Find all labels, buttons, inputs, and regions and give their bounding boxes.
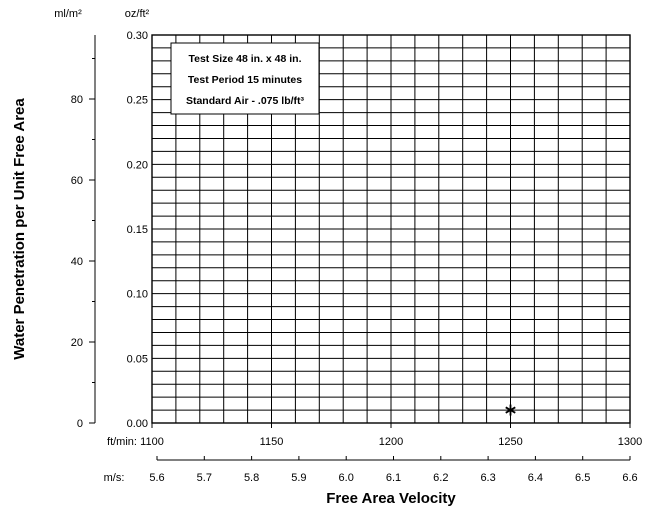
x-tick-label: 1300 <box>618 436 642 448</box>
legend-entry: Test Size 48 in. x 48 in. <box>188 53 301 65</box>
x-secondary-tick-label: 6.3 <box>480 472 495 484</box>
y-tick-label: 0.15 <box>127 224 148 236</box>
y-tick-label: 0.25 <box>127 95 148 107</box>
x-secondary-tick-label: 5.7 <box>197 472 212 484</box>
y-secondary-tick-label: 80 <box>71 94 83 106</box>
data-point <box>505 404 516 416</box>
x-tick-label: 1100 <box>140 436 164 448</box>
x-secondary-tick-label: 6.4 <box>528 472 543 484</box>
legend-entry: Test Period 15 minutes <box>188 74 302 86</box>
x-secondary-tick-label: 6.5 <box>575 472 590 484</box>
x-secondary-tick-label: 5.8 <box>244 472 259 484</box>
y-secondary-tick-label: 0 <box>77 418 83 430</box>
y-secondary-tick-label: 40 <box>71 256 83 268</box>
y-tick-label: 0.20 <box>127 159 148 171</box>
y-tick-label: 0.10 <box>127 289 148 301</box>
x-primary-unit: ft/min: <box>107 436 137 448</box>
y-axis-title: Water Penetration per Unit Free Area <box>11 98 28 360</box>
y-tick-label: 0.00 <box>127 418 148 430</box>
x-axis-title: Free Area Velocity <box>326 490 456 507</box>
y-primary-unit: oz/ft² <box>125 8 150 20</box>
x-secondary-tick-label: 6.1 <box>386 472 401 484</box>
x-secondary-tick-label: 6.6 <box>622 472 637 484</box>
x-tick-label: 1150 <box>260 436 284 448</box>
x-tick-label: 1200 <box>379 436 403 448</box>
x-tick-label: 1250 <box>498 436 522 448</box>
y-secondary-tick-label: 20 <box>71 337 83 349</box>
x-secondary-tick-label: 5.6 <box>149 472 164 484</box>
x-secondary-tick-label: 6.0 <box>339 472 354 484</box>
chart-legend: Test Size 48 in. x 48 in. Test Period 15 … <box>170 42 320 115</box>
legend-entry: Standard Air - .075 lb/ft³ <box>186 95 305 107</box>
x-secondary-tick-label: 6.2 <box>433 472 448 484</box>
legend-box <box>170 42 320 115</box>
y-secondary-unit: ml/m² <box>54 8 82 20</box>
y-secondary-tick-label: 60 <box>71 175 83 187</box>
x-secondary-tick-label: 5.9 <box>291 472 306 484</box>
chart-labels: 1100 1150 1200 1250 1300 ft/min: 5.6 5.7 5.8 5.9 6… <box>11 8 642 507</box>
y-tick-label: 0.05 <box>127 353 148 365</box>
x-secondary-unit: m/s: <box>104 472 125 484</box>
y-tick-label: 0.30 <box>127 30 148 42</box>
chart-points <box>505 404 516 416</box>
data-point-stroke <box>505 406 516 414</box>
chart-axes <box>89 34 631 461</box>
